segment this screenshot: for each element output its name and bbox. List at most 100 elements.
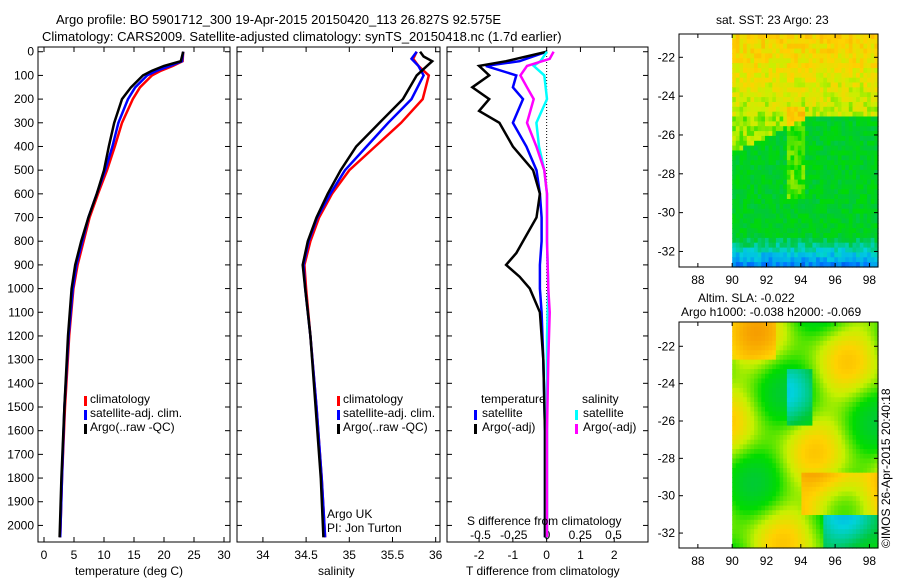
sst-map-cell [757, 92, 762, 98]
sst-map-cell [819, 102, 824, 108]
sla-map-cell [808, 406, 813, 413]
sla-map-cell [757, 482, 762, 488]
sst-map-cell [768, 72, 773, 79]
sla-map-cell [750, 444, 755, 450]
sla-map-cell [837, 482, 843, 488]
sla-map-cell [783, 420, 788, 427]
sla-map-cell [805, 449, 810, 455]
sst-map-cell [863, 233, 868, 239]
sst-map-cell [874, 208, 879, 215]
sla-map-cell [816, 500, 821, 507]
sst-map-cell [757, 213, 762, 220]
sst-map-cell [830, 106, 835, 113]
sst-map-cell [870, 203, 875, 210]
sla-map-cell [768, 425, 773, 431]
sla-map-cell [827, 397, 832, 403]
sst-map-cell [797, 38, 802, 45]
sla-map-cell [870, 322, 875, 328]
sst-map-cell [856, 102, 861, 108]
legend-swatch [474, 424, 477, 434]
sla-map-cell [779, 500, 784, 507]
sla-map-cell [874, 430, 879, 436]
sla-map-cell [805, 444, 810, 450]
sla-map-cell [827, 533, 832, 540]
sla-map-cell [757, 364, 762, 370]
sst-map-cell [735, 48, 740, 55]
sst-map-cell [794, 58, 799, 64]
sla-map-cell [772, 397, 777, 403]
sla-map-cell [805, 383, 810, 389]
sla-map-cell [848, 496, 853, 502]
sla-map-cell [808, 439, 813, 445]
sla-map-cell [754, 543, 759, 549]
sst-map-cell [837, 63, 843, 69]
sla-map-cell [746, 491, 751, 497]
sla-map-cell [827, 369, 832, 375]
sst-map-cell [775, 63, 781, 69]
sst-map-cell [834, 106, 839, 113]
sst-map-cell [856, 233, 861, 239]
sla-map-cell [863, 472, 868, 478]
legend-swatch [84, 424, 87, 434]
sst-map-cell [768, 150, 773, 156]
sst-map-cell [870, 223, 875, 229]
sst-map-cell [848, 208, 853, 215]
sst-map-cell [790, 233, 795, 239]
sst-map-cell [797, 58, 802, 64]
sst-map-cell [823, 199, 828, 205]
sst-map-cell [841, 38, 846, 45]
sst-map-cell [754, 111, 759, 118]
sst-map-cell [732, 174, 737, 181]
sst-map-cell [786, 203, 792, 210]
sst-map-cell [805, 208, 810, 215]
depth-tick-label: 1100 [8, 305, 34, 319]
sst-map-cell [779, 189, 784, 195]
sst-map-cell [783, 174, 788, 181]
sla-map-cell [750, 449, 755, 455]
sst-map-cell [859, 179, 864, 186]
sla-map-cell [768, 387, 773, 394]
sst-map-cell [801, 135, 806, 142]
sst-map-cell [754, 38, 759, 45]
sst-map-cell [772, 48, 777, 55]
sla-map-cell [732, 340, 737, 347]
sla-map-cell [808, 444, 813, 450]
sst-map-cell [819, 145, 824, 152]
sst-map-cell [874, 223, 879, 229]
legend-swatch [575, 424, 578, 434]
sst-map-cell [746, 97, 751, 103]
sst-map-cell [823, 208, 828, 215]
sst-map-cell [794, 160, 799, 166]
sla-map-cell [863, 322, 868, 328]
sla-map-cell [808, 515, 813, 521]
sst-map-cell [743, 38, 748, 45]
sst-map-cell [870, 106, 875, 113]
sla-map-cell [772, 406, 777, 413]
salinity-plot-frame [236, 46, 441, 543]
sst-map-cell [790, 140, 795, 147]
sst-map-cell [816, 252, 821, 258]
sla-map-cell [834, 425, 839, 431]
sla-map-cell [859, 472, 864, 478]
sst-map-cell [779, 203, 784, 210]
sla-map-cell [786, 510, 792, 516]
sst-map-cell [852, 179, 857, 186]
sla-map-cell [754, 449, 759, 455]
difference-xtick-label: 2 [611, 548, 618, 562]
sst-map-cell [856, 145, 861, 152]
sst-map-cell [768, 208, 773, 215]
sst-map-cell [837, 160, 843, 166]
sst-map-cell [874, 169, 879, 176]
sst-map-cell [772, 199, 777, 205]
sla-map-cell [790, 519, 795, 526]
sla-map-cell [790, 406, 795, 413]
sla-map-cell [816, 383, 821, 389]
sst-map-cell [841, 92, 846, 98]
sst-map-cell [837, 97, 843, 103]
sla-map-cell [794, 543, 799, 549]
sst-map-cell [761, 72, 766, 79]
sst-map-cell [732, 87, 737, 93]
sst-map-cell [761, 174, 766, 181]
sst-map-cell [867, 48, 872, 55]
sla-map-cell [805, 519, 810, 526]
